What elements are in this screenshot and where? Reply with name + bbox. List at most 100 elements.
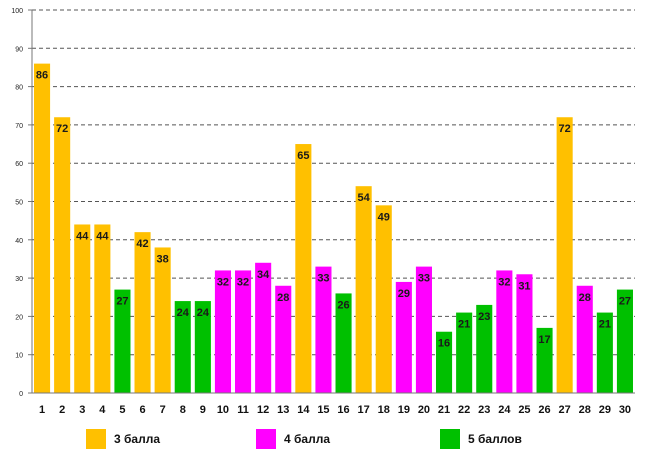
bar (214, 270, 231, 393)
legend-swatch-4 (256, 429, 276, 449)
data-label: 38 (157, 253, 169, 265)
y-tick-label: 100 (11, 8, 23, 15)
y-tick-label: 50 (15, 200, 23, 207)
y-tick-label: 80 (15, 85, 23, 92)
legend-item-5: 5 баллов (440, 428, 522, 450)
x-tick-label: 10 (217, 404, 229, 416)
bar (275, 285, 292, 393)
x-tick-label: 29 (599, 404, 611, 416)
legend-label-5: 5 баллов (468, 432, 522, 446)
x-tick-label: 8 (180, 404, 186, 416)
bar (415, 266, 432, 393)
x-tick-label: 30 (619, 404, 631, 416)
bar (194, 301, 211, 393)
bar (154, 247, 171, 393)
data-label: 86 (36, 70, 48, 82)
data-label: 16 (438, 338, 450, 350)
data-label: 32 (498, 276, 510, 288)
data-label: 23 (478, 311, 490, 323)
x-tick-label: 25 (518, 404, 530, 416)
x-tick-label: 1 (39, 404, 45, 416)
data-label: 32 (237, 276, 249, 288)
y-tick-label: 20 (15, 314, 23, 321)
bar (134, 232, 151, 393)
data-label: 44 (96, 230, 109, 242)
x-tick-label: 22 (458, 404, 470, 416)
data-label: 21 (599, 319, 611, 331)
y-tick-label: 90 (15, 46, 23, 53)
x-tick-label: 11 (237, 404, 249, 416)
bar (456, 312, 473, 393)
x-tick-label: 26 (538, 404, 550, 416)
data-label: 49 (378, 211, 390, 223)
x-tick-label: 12 (257, 404, 269, 416)
bar (516, 274, 533, 393)
x-tick-label: 18 (378, 404, 390, 416)
data-label: 28 (277, 292, 289, 304)
data-label: 44 (76, 230, 89, 242)
bar (375, 205, 392, 393)
x-tick-label: 24 (498, 404, 511, 416)
x-tick-label: 28 (579, 404, 591, 416)
bar (54, 117, 71, 394)
legend-item-4: 4 балла (256, 428, 330, 450)
data-label: 33 (317, 273, 329, 285)
bar (616, 289, 633, 393)
bar (476, 304, 493, 393)
data-label: 26 (337, 299, 349, 311)
x-tick-label: 3 (79, 404, 85, 416)
data-label: 72 (559, 123, 571, 135)
data-label: 24 (197, 307, 210, 319)
y-tick-label: 70 (15, 123, 23, 130)
legend-swatch-3 (86, 429, 106, 449)
bar (596, 312, 613, 393)
x-tick-label: 2 (59, 404, 65, 416)
data-label: 65 (297, 150, 309, 162)
legend-label-4: 4 балла (284, 432, 331, 446)
data-label: 33 (418, 273, 430, 285)
x-tick-label: 7 (160, 404, 166, 416)
legend-swatch-5 (440, 429, 460, 449)
y-tick-label: 0 (19, 391, 23, 398)
bar (74, 224, 91, 393)
bar (295, 144, 312, 393)
bar (94, 224, 111, 393)
data-label: 21 (458, 319, 470, 331)
x-tick-label: 14 (297, 404, 310, 416)
x-tick-label: 21 (438, 404, 450, 416)
data-label: 29 (398, 288, 410, 300)
data-label: 17 (538, 334, 550, 346)
data-label: 42 (136, 238, 148, 250)
x-tick-label: 20 (418, 404, 430, 416)
data-label: 31 (518, 280, 530, 292)
bar (576, 285, 593, 393)
x-tick-label: 19 (398, 404, 410, 416)
x-tick-label: 9 (200, 404, 206, 416)
x-tick-label: 5 (119, 404, 125, 416)
bar (436, 331, 453, 393)
bar (235, 270, 252, 393)
x-tick-label: 15 (317, 404, 329, 416)
bar (355, 186, 372, 393)
bar (114, 289, 131, 393)
bar (556, 117, 573, 394)
y-tick-label: 10 (15, 353, 23, 360)
bar (315, 266, 332, 393)
data-label: 34 (257, 269, 270, 281)
y-tick-label: 30 (15, 276, 23, 283)
bar (34, 63, 51, 394)
data-label: 32 (217, 276, 229, 288)
bar (255, 262, 272, 393)
data-label: 27 (619, 296, 631, 308)
bar (496, 270, 513, 393)
y-tick-label: 40 (15, 238, 23, 245)
data-label: 54 (358, 192, 371, 204)
data-label: 72 (56, 123, 68, 135)
bar (536, 327, 553, 393)
data-label: 24 (177, 307, 190, 319)
data-label: 28 (579, 292, 591, 304)
bar (395, 281, 412, 393)
x-tick-label: 16 (337, 404, 349, 416)
x-tick-label: 4 (99, 404, 106, 416)
